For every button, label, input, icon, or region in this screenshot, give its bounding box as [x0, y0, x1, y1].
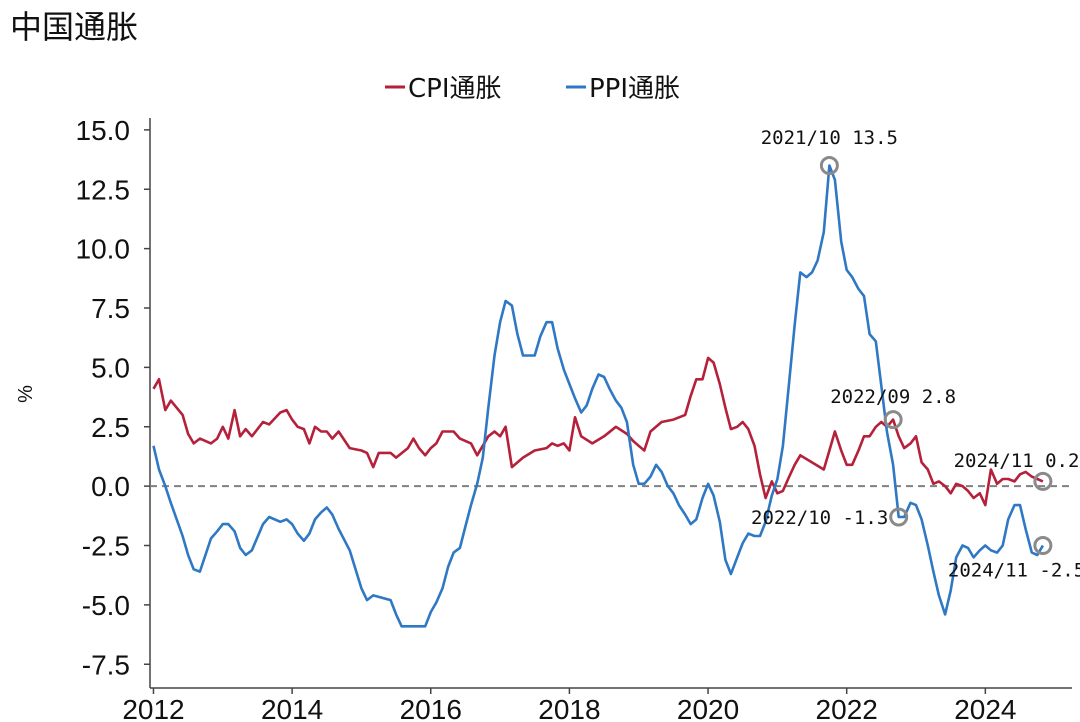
- annotation-label: 2021/10 13.5: [761, 127, 898, 149]
- y-tick-label: 15.0: [76, 115, 131, 146]
- annotation-label: 2024/11 -2.5: [948, 559, 1080, 581]
- y-tick-label: 5.0: [91, 352, 130, 383]
- x-tick-label: 2016: [400, 694, 462, 722]
- y-tick-label: 7.5: [91, 293, 130, 324]
- x-tick-label: 2024: [954, 694, 1016, 722]
- y-tick-label: 12.5: [76, 174, 131, 205]
- y-tick-label: 2.5: [91, 412, 130, 443]
- annotation-marker: [1033, 471, 1053, 491]
- annotation-marker: [819, 156, 839, 175]
- x-tick-label: 2020: [677, 694, 739, 722]
- y-tick-label: -5.0: [82, 590, 130, 621]
- annotation-label: 2024/11 0.2: [954, 450, 1080, 472]
- x-tick-label: 2012: [122, 694, 184, 722]
- ppi-series-line: [152, 164, 1045, 628]
- y-tick-label: 0.0: [91, 471, 130, 502]
- cpi-series-line: [152, 356, 1044, 507]
- axes: 15.0 12.5 10.0 7.5 5.0 2.5 0.0 -2.5 -5.0 -7.5 2012…: [76, 115, 1072, 722]
- annotation-marker: [1033, 536, 1053, 555]
- x-tick-label: 2018: [538, 694, 600, 722]
- y-axis-label: %: [15, 385, 37, 403]
- y-tick-label: -2.5: [82, 531, 130, 562]
- annotations: 2021/10 13.5 2022/09 2.8 2022/10 -1.3 2024/…: [751, 127, 1080, 581]
- y-tick-label: 10.0: [76, 234, 131, 265]
- chart-title: 中国通胀: [10, 8, 138, 46]
- legend: CPI通胀 PPI通胀: [385, 74, 680, 104]
- legend-label-cpi: CPI通胀: [408, 74, 502, 104]
- legend-label-ppi: PPI通胀: [589, 74, 680, 104]
- x-tick-label: 2014: [261, 694, 323, 722]
- y-tick-label: -7.5: [82, 649, 130, 680]
- annotation-marker: [883, 410, 903, 430]
- annotation-marker: [889, 507, 909, 527]
- x-tick-label: 2022: [816, 694, 878, 722]
- annotation-label: 2022/09 2.8: [830, 386, 956, 408]
- annotation-label: 2022/10 -1.3: [751, 507, 888, 529]
- plot-lines: [152, 164, 1045, 628]
